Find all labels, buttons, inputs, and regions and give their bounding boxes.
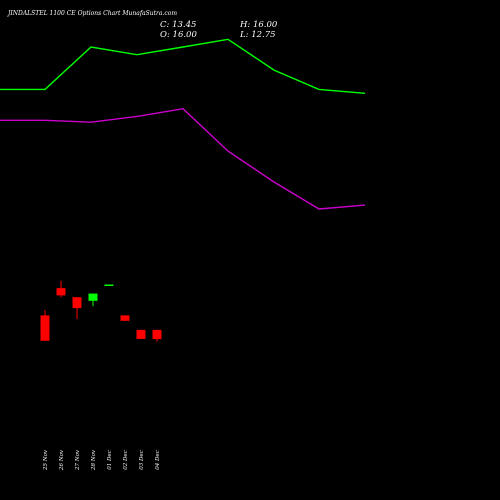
x-tick-label: 27 Nov bbox=[75, 449, 81, 471]
candle-6 bbox=[120, 315, 130, 321]
candle-body bbox=[120, 315, 130, 321]
candle-body bbox=[40, 315, 50, 341]
candle-5 bbox=[104, 284, 114, 286]
candle-8 bbox=[152, 329, 162, 342]
overlay-line-1 bbox=[0, 38, 366, 94]
x-tick-label: 03 Dec bbox=[139, 450, 145, 470]
candle-body bbox=[152, 329, 162, 340]
close-value: C: 13.45 bbox=[160, 20, 196, 30]
candle-3 bbox=[72, 297, 82, 319]
candle-body bbox=[88, 293, 98, 301]
x-tick-label: 26 Nov bbox=[59, 449, 65, 471]
candle-body bbox=[104, 284, 114, 286]
candle-body bbox=[72, 297, 82, 309]
overlay-line-2 bbox=[0, 107, 366, 210]
x-tick-label: 01 Dec bbox=[107, 450, 113, 470]
x-axis-ticks: 25 Nov 26 Nov 27 Nov 28 Nov 01 Dec 02 Dec 03 D… bbox=[43, 449, 161, 471]
candles bbox=[40, 280, 162, 342]
candle-7 bbox=[136, 329, 146, 339]
chart-title: JINDALSTEL 1100 CE Options Chart MunafaS… bbox=[6, 10, 177, 17]
candle-body bbox=[136, 329, 146, 339]
candle-body bbox=[56, 288, 66, 296]
x-tick-label: 28 Nov bbox=[91, 449, 97, 471]
high-value: H: 16.00 bbox=[239, 20, 278, 30]
overlay-lines bbox=[0, 38, 366, 210]
x-tick-label: 04 Dec bbox=[155, 450, 161, 470]
candle-1 bbox=[40, 309, 50, 341]
low-value: L: 12.75 bbox=[239, 30, 276, 40]
candle-4 bbox=[88, 293, 98, 307]
x-tick-label: 25 Nov bbox=[43, 449, 49, 471]
candle-2 bbox=[56, 280, 66, 298]
x-tick-label: 02 Dec bbox=[123, 450, 129, 470]
open-value: O: 16.00 bbox=[160, 30, 197, 40]
